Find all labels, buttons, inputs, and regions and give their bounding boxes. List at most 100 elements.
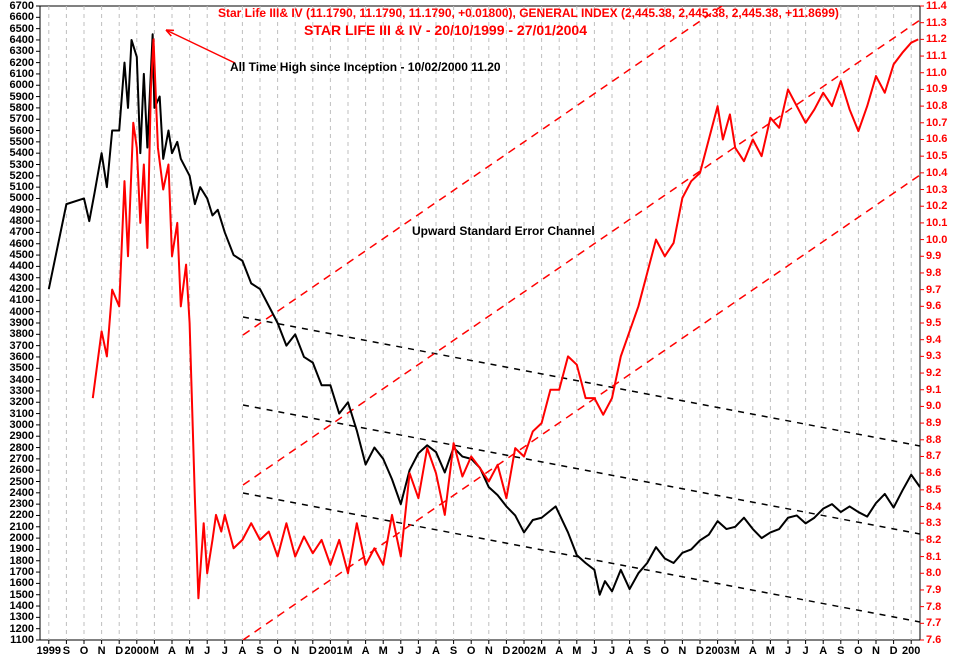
x-axis-label: A bbox=[626, 646, 634, 657]
y-axis-right-label: 8.4 bbox=[926, 502, 941, 513]
y-axis-left-label: 1300 bbox=[10, 612, 34, 623]
x-axis-label: N bbox=[872, 646, 880, 657]
x-axis-label: J bbox=[398, 646, 404, 657]
y-axis-left-label: 4600 bbox=[10, 239, 34, 250]
y-axis-right-label: 9.7 bbox=[926, 285, 941, 296]
x-axis-label: 200 bbox=[902, 646, 920, 657]
y-axis-right-label: 8.2 bbox=[926, 535, 941, 546]
y-axis-left-label: 2900 bbox=[10, 431, 34, 442]
y-axis-left-label: 5700 bbox=[10, 114, 34, 125]
y-axis-right-label: 9.8 bbox=[926, 268, 941, 279]
x-axis-label: 2002 bbox=[512, 646, 536, 657]
y-axis-right-label: 8.7 bbox=[926, 451, 941, 462]
x-axis-label: J bbox=[222, 646, 228, 657]
y-axis-right-label: 9.4 bbox=[926, 335, 941, 346]
x-axis-label: S bbox=[63, 646, 70, 657]
y-axis-left-label: 5400 bbox=[10, 148, 34, 159]
y-axis-right-label: 9.9 bbox=[926, 251, 941, 262]
x-axis-label: M bbox=[379, 646, 388, 657]
y-axis-left-label: 5600 bbox=[10, 126, 34, 137]
annotation-error-channel: Upward Standard Error Channel bbox=[412, 224, 595, 238]
chart-svg bbox=[0, 0, 960, 670]
y-axis-right-label: 7.7 bbox=[926, 618, 941, 629]
y-axis-left-label: 3400 bbox=[10, 375, 34, 386]
x-axis-label: A bbox=[749, 646, 757, 657]
chart-title-main: STAR LIFE III & IV - 20/10/1999 - 27/01/… bbox=[304, 22, 587, 38]
y-axis-left-label: 6400 bbox=[10, 35, 34, 46]
x-axis-label: N bbox=[98, 646, 106, 657]
y-axis-right-label: 9.0 bbox=[926, 401, 941, 412]
y-axis-left-label: 6500 bbox=[10, 24, 34, 35]
x-axis-label: A bbox=[168, 646, 176, 657]
y-axis-right-label: 10.4 bbox=[926, 168, 947, 179]
x-axis-label: O bbox=[467, 646, 476, 657]
x-axis-label: A bbox=[819, 646, 827, 657]
x-axis-label: N bbox=[485, 646, 493, 657]
y-axis-left-label: 3000 bbox=[10, 420, 34, 431]
y-axis-right-label: 8.0 bbox=[926, 568, 941, 579]
x-axis-label: J bbox=[415, 646, 421, 657]
y-axis-right-label: 10.0 bbox=[926, 235, 947, 246]
y-axis-left-label: 5900 bbox=[10, 92, 34, 103]
x-axis-label: J bbox=[204, 646, 210, 657]
y-axis-right-label: 7.9 bbox=[926, 585, 941, 596]
y-axis-right-label: 10.1 bbox=[926, 218, 947, 229]
x-axis-label: M bbox=[766, 646, 775, 657]
y-axis-right-label: 7.6 bbox=[926, 635, 941, 646]
y-axis-left-label: 4800 bbox=[10, 216, 34, 227]
y-axis-left-label: 3600 bbox=[10, 352, 34, 363]
y-axis-left-label: 3900 bbox=[10, 318, 34, 329]
y-axis-right-label: 10.2 bbox=[926, 201, 947, 212]
x-axis-label: M bbox=[185, 646, 194, 657]
x-axis-label: O bbox=[661, 646, 670, 657]
y-axis-left-label: 1400 bbox=[10, 601, 34, 612]
y-axis-left-label: 5800 bbox=[10, 103, 34, 114]
y-axis-right-label: 8.3 bbox=[926, 518, 941, 529]
y-axis-left-label: 2300 bbox=[10, 499, 34, 510]
x-axis-label: S bbox=[256, 646, 263, 657]
y-axis-right-label: 9.3 bbox=[926, 351, 941, 362]
x-axis-label: A bbox=[362, 646, 370, 657]
x-axis-label: M bbox=[343, 646, 352, 657]
x-axis-label: 2003 bbox=[705, 646, 729, 657]
y-axis-left-label: 1600 bbox=[10, 578, 34, 589]
y-axis-left-label: 4500 bbox=[10, 250, 34, 261]
y-axis-left-label: 5200 bbox=[10, 171, 34, 182]
y-axis-left-label: 4000 bbox=[10, 307, 34, 318]
chart-title-securities: Star Life III& IV (11.1790, 11.1790, 11.… bbox=[218, 6, 839, 20]
y-axis-right-label: 8.1 bbox=[926, 552, 941, 563]
y-axis-right-label: 8.6 bbox=[926, 468, 941, 479]
y-axis-left-label: 5300 bbox=[10, 160, 34, 171]
x-axis-label: D bbox=[502, 646, 510, 657]
y-axis-left-label: 2200 bbox=[10, 510, 34, 521]
y-axis-left-label: 6200 bbox=[10, 58, 34, 69]
y-axis-right-label: 10.7 bbox=[926, 118, 947, 129]
y-axis-left-label: 5100 bbox=[10, 182, 34, 193]
y-axis-left-label: 3700 bbox=[10, 341, 34, 352]
y-axis-left-label: 6300 bbox=[10, 46, 34, 57]
x-axis-label: J bbox=[591, 646, 597, 657]
y-axis-right-label: 9.2 bbox=[926, 368, 941, 379]
x-axis-label: J bbox=[803, 646, 809, 657]
y-axis-right-label: 11.0 bbox=[926, 68, 947, 79]
y-axis-right-label: 10.3 bbox=[926, 185, 947, 196]
y-axis-left-label: 3800 bbox=[10, 329, 34, 340]
y-axis-left-label: 6600 bbox=[10, 12, 34, 23]
x-axis-label: S bbox=[450, 646, 457, 657]
y-axis-left-label: 2500 bbox=[10, 477, 34, 488]
y-axis-right-label: 11.1 bbox=[926, 51, 947, 62]
x-axis-label: M bbox=[572, 646, 581, 657]
y-axis-right-label: 9.6 bbox=[926, 301, 941, 312]
y-axis-right-label: 11.4 bbox=[926, 1, 947, 12]
x-axis-label: M bbox=[731, 646, 740, 657]
y-axis-left-label: 1100 bbox=[10, 635, 34, 646]
x-axis-label: A bbox=[432, 646, 440, 657]
y-axis-left-label: 4200 bbox=[10, 284, 34, 295]
y-axis-left-label: 1700 bbox=[10, 567, 34, 578]
x-axis-label: S bbox=[837, 646, 844, 657]
y-axis-left-label: 4400 bbox=[10, 261, 34, 272]
y-axis-right-label: 10.6 bbox=[926, 134, 947, 145]
x-axis-label: O bbox=[80, 646, 89, 657]
y-axis-right-label: 11.3 bbox=[926, 18, 947, 29]
y-axis-left-label: 3100 bbox=[10, 409, 34, 420]
